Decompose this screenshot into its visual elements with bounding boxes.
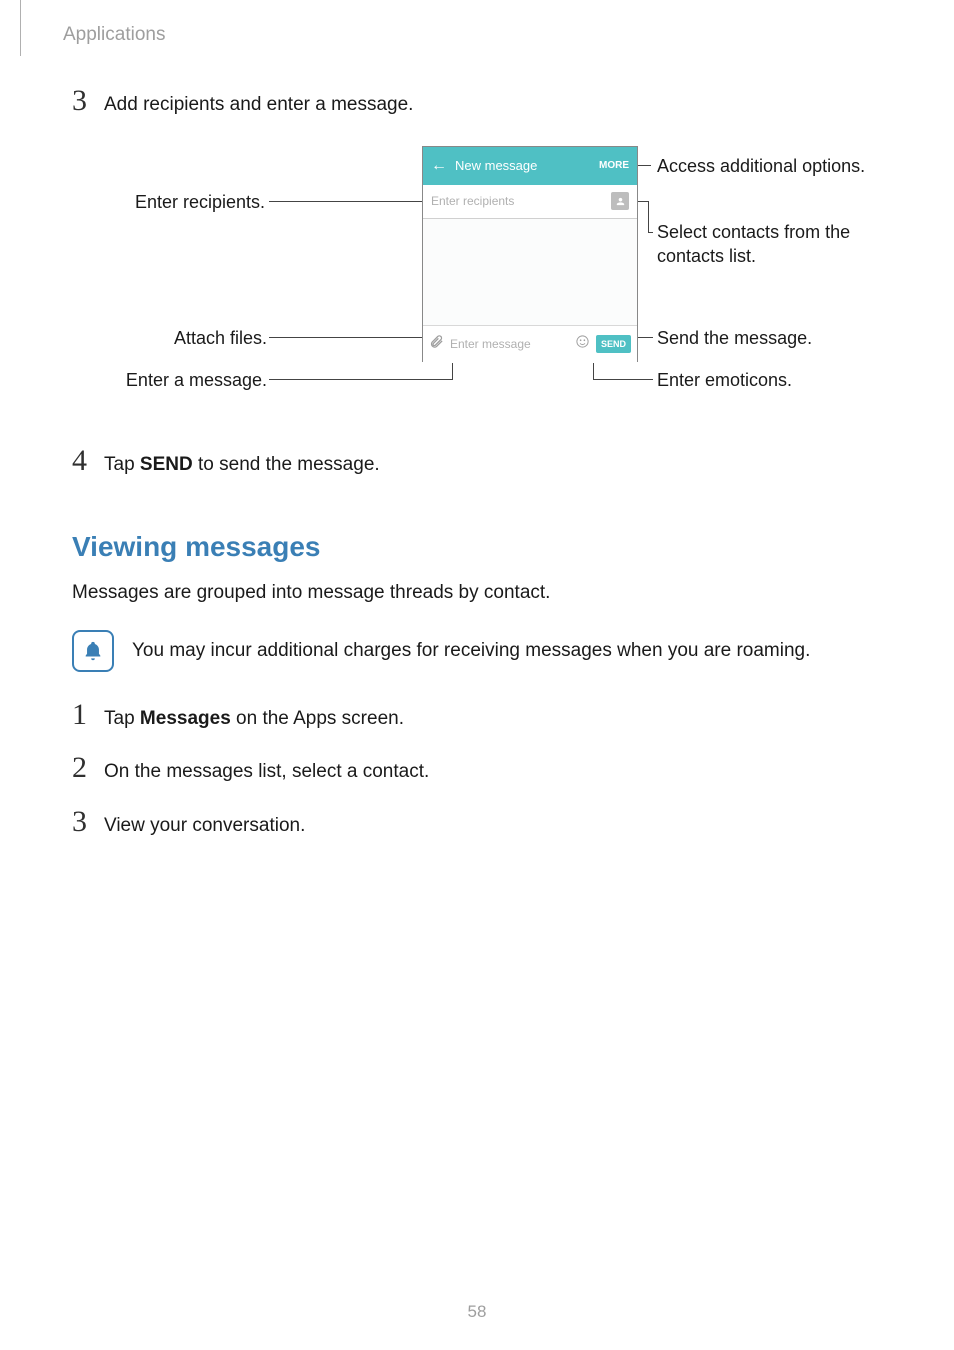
page-number: 58 bbox=[0, 1302, 954, 1322]
callout-enter-emoticons: Enter emoticons. bbox=[657, 368, 792, 392]
callout-line2: contacts list. bbox=[657, 246, 756, 266]
breadcrumb: Applications bbox=[51, 24, 954, 46]
section-heading: Viewing messages bbox=[72, 531, 882, 563]
step-text: View your conversation. bbox=[104, 812, 305, 841]
send-button[interactable]: SEND bbox=[596, 335, 631, 353]
step-number: 1 bbox=[72, 698, 104, 732]
step-number: 3 bbox=[72, 84, 104, 118]
recipients-row: Enter recipients bbox=[423, 185, 637, 219]
step-3: 3 Add recipients and enter a message. bbox=[72, 84, 882, 120]
phone-titlebar: ← New message MORE bbox=[423, 147, 637, 185]
callout-enter-message: Enter a message. bbox=[117, 368, 267, 392]
step-number: 3 bbox=[72, 805, 104, 839]
callout-line bbox=[269, 337, 429, 338]
message-input-row: Enter message SEND bbox=[423, 325, 637, 363]
bell-icon bbox=[72, 630, 114, 672]
callout-line bbox=[269, 379, 452, 380]
page-header: Applications bbox=[20, 0, 954, 56]
text-bold: SEND bbox=[140, 454, 193, 475]
note-block: You may incur additional charges for rec… bbox=[72, 630, 882, 672]
vstep-3: 3 View your conversation. bbox=[72, 805, 882, 841]
vstep-1: 1 Tap Messages on the Apps screen. bbox=[72, 698, 882, 734]
recipients-input[interactable]: Enter recipients bbox=[431, 194, 514, 208]
text-prefix: Tap bbox=[104, 454, 140, 475]
callout-select-contacts: Select contacts from the contacts list. bbox=[657, 220, 850, 269]
page-content: 3 Add recipients and enter a message. En… bbox=[0, 84, 954, 840]
step-4: 4 Tap SEND to send the message. bbox=[72, 444, 882, 480]
message-input[interactable]: Enter message bbox=[450, 337, 569, 351]
more-button[interactable]: MORE bbox=[599, 160, 629, 171]
callout-enter-recipients: Enter recipients. bbox=[115, 190, 265, 214]
step-text: On the messages list, select a contact. bbox=[104, 758, 429, 787]
callout-access-options: Access additional options. bbox=[657, 154, 865, 178]
contacts-icon[interactable] bbox=[611, 192, 629, 210]
note-text: You may incur additional charges for rec… bbox=[132, 640, 810, 662]
text-suffix: on the Apps screen. bbox=[231, 708, 404, 729]
section-paragraph: Messages are grouped into message thread… bbox=[72, 579, 882, 608]
step-text: Add recipients and enter a message. bbox=[104, 91, 413, 120]
callout-line1: Select contacts from the bbox=[657, 222, 850, 242]
emoticon-icon[interactable] bbox=[575, 334, 590, 354]
callout-line bbox=[648, 232, 653, 233]
callout-send-message: Send the message. bbox=[657, 326, 812, 350]
text-bold: Messages bbox=[140, 708, 231, 729]
vstep-2: 2 On the messages list, select a contact… bbox=[72, 751, 882, 787]
step-text: Tap Messages on the Apps screen. bbox=[104, 705, 404, 734]
attach-icon[interactable] bbox=[429, 334, 444, 354]
callout-line bbox=[593, 379, 653, 380]
screen-title: New message bbox=[455, 158, 537, 173]
back-arrow-icon[interactable]: ← bbox=[431, 157, 447, 175]
titlebar-left: ← New message bbox=[431, 157, 537, 175]
text-prefix: Tap bbox=[104, 708, 140, 729]
callout-attach-files: Attach files. bbox=[147, 326, 267, 350]
step-number: 2 bbox=[72, 751, 104, 785]
phone-body bbox=[423, 219, 637, 325]
callout-line bbox=[648, 201, 649, 232]
message-diagram: Enter recipients. Attach files. Enter a … bbox=[72, 146, 892, 406]
step-number: 4 bbox=[72, 444, 104, 478]
viewing-steps: 1 Tap Messages on the Apps screen. 2 On … bbox=[72, 698, 882, 841]
callout-line bbox=[269, 201, 424, 202]
text-suffix: to send the message. bbox=[193, 454, 380, 475]
phone-mock: ← New message MORE Enter recipients Ente… bbox=[422, 146, 638, 362]
step-text: Tap SEND to send the message. bbox=[104, 451, 380, 480]
